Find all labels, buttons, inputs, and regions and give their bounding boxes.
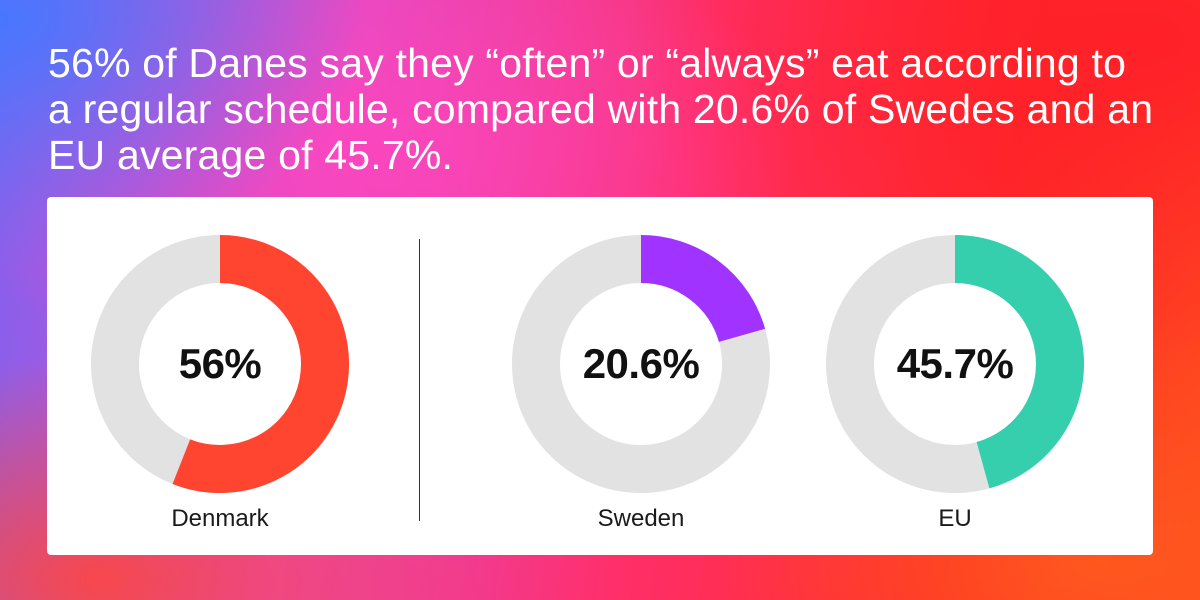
donut-label-denmark: Denmark — [171, 505, 269, 532]
donut-chart-eu: 45.7% EU — [826, 235, 1084, 532]
headline: 56% of Danes say they “often” or “always… — [48, 40, 1154, 178]
donut-arc-eu — [954, 235, 1084, 489]
donut-arc-sweden — [640, 235, 766, 343]
divider-line — [419, 239, 420, 521]
donut-label-sweden: Sweden — [597, 505, 685, 532]
donut-value-sweden: 20.6% — [582, 340, 700, 387]
donut-value-denmark: 56% — [178, 340, 262, 387]
donut-arc-denmark — [172, 235, 349, 493]
donut-svg-eu — [826, 235, 1084, 493]
donut-value-eu: 45.7% — [896, 340, 1014, 387]
chart-card: 56% Denmark 20.6% Sweden 45.7% EU — [47, 197, 1153, 555]
donut-chart-denmark: 56% Denmark — [91, 235, 349, 532]
donut-svg-sweden — [512, 235, 770, 493]
donut-chart-sweden: 20.6% Sweden — [512, 235, 770, 532]
donut-label-eu: EU — [938, 505, 972, 532]
donut-svg-denmark — [91, 235, 349, 493]
